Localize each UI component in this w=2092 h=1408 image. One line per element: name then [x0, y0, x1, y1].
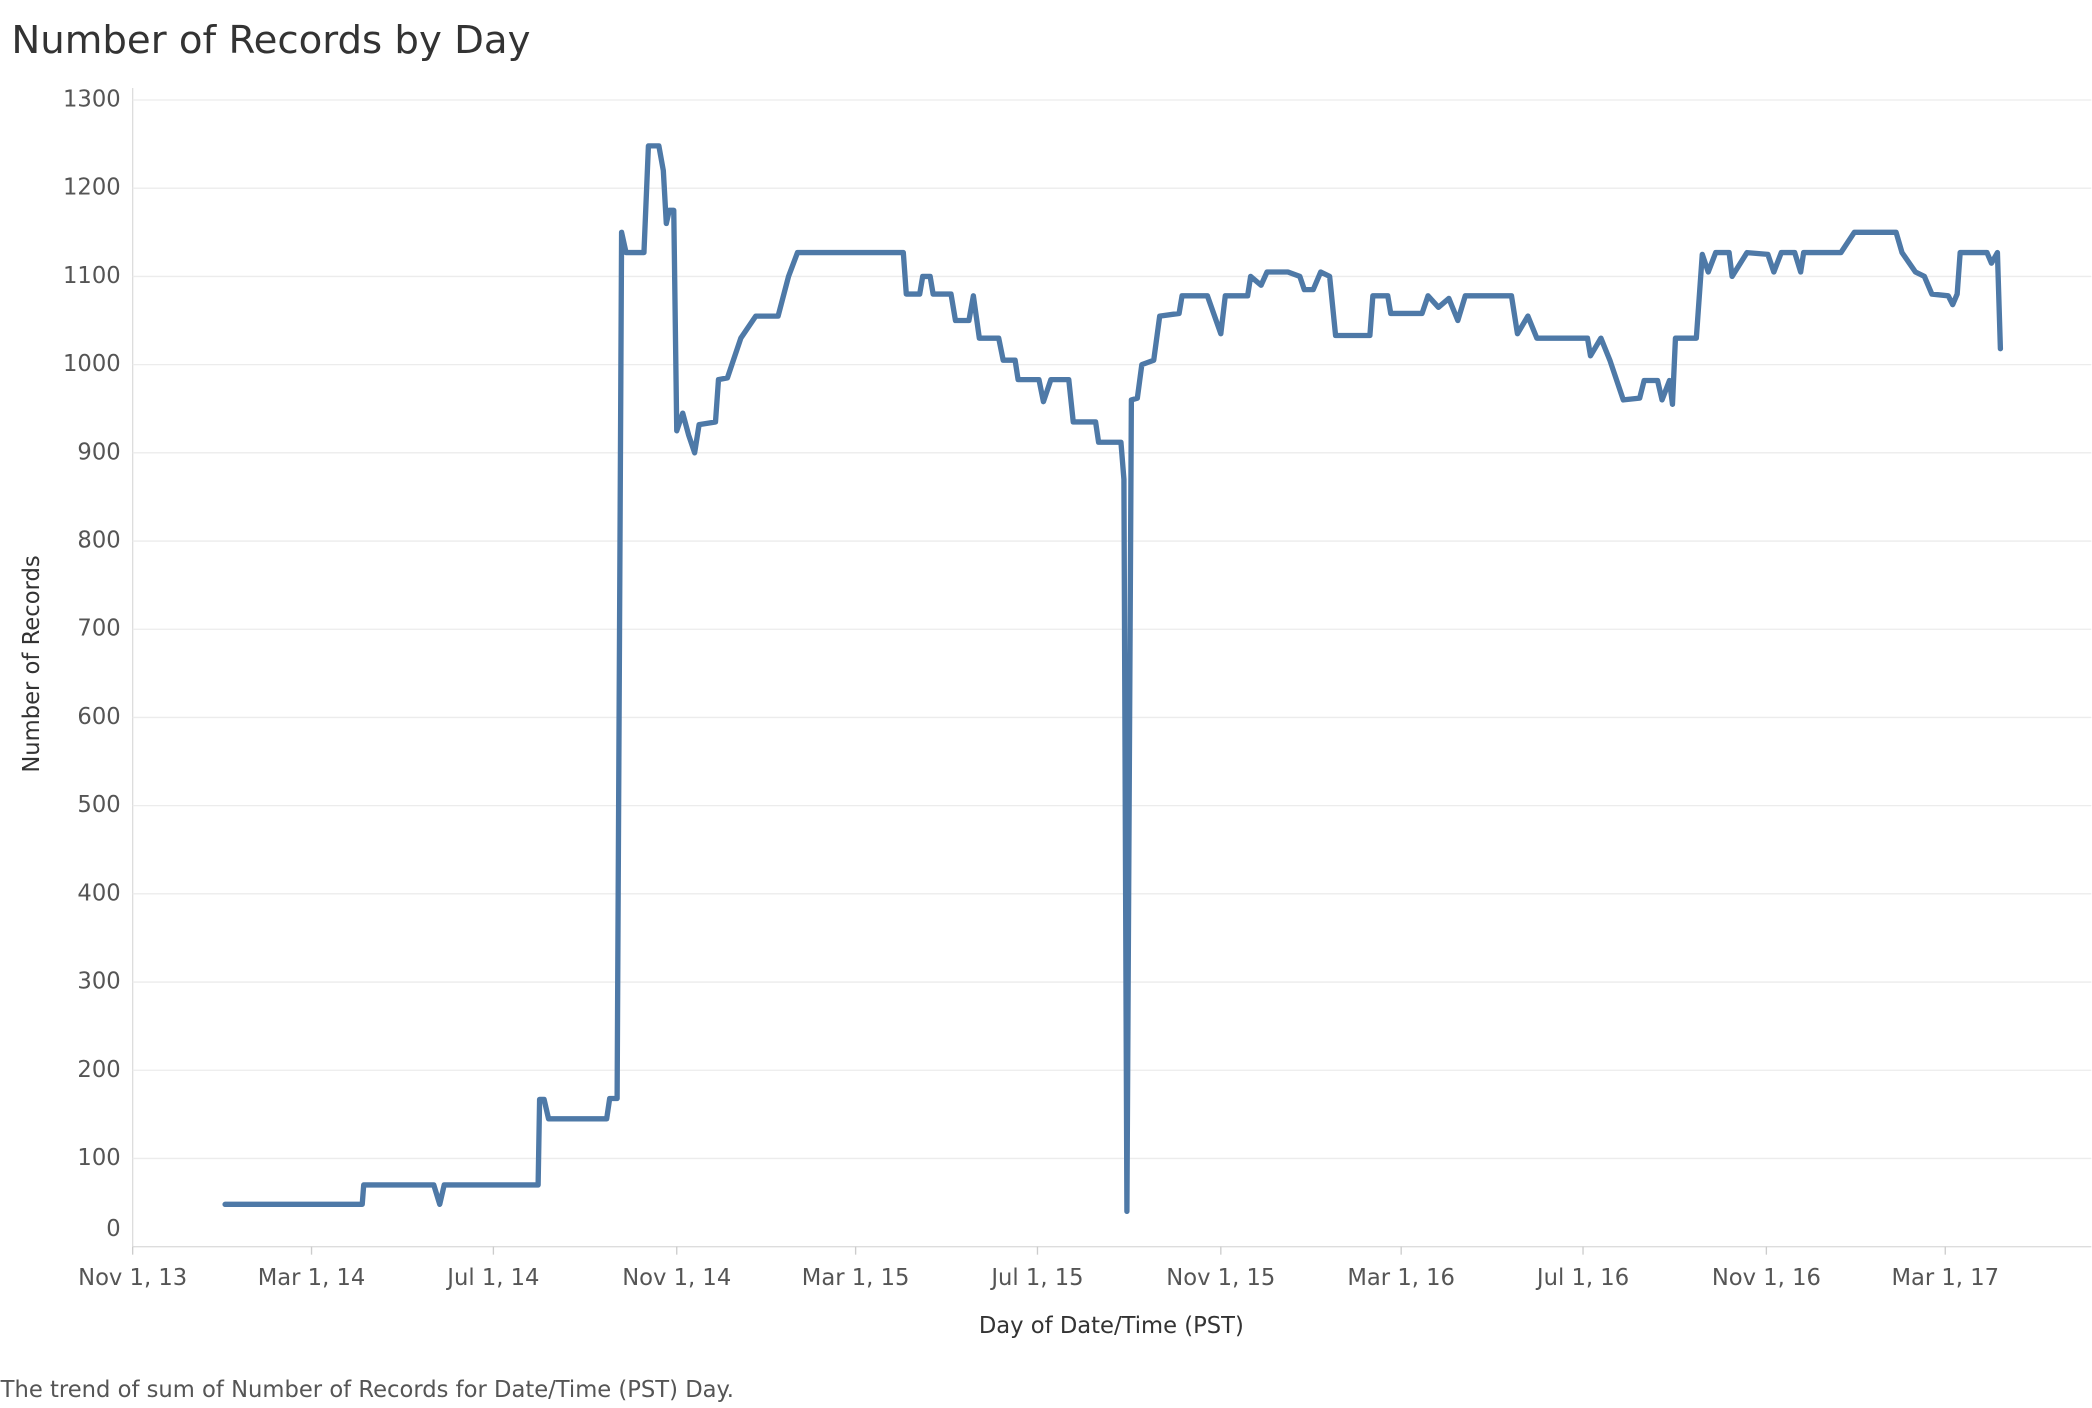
x-tick-label: Mar 1, 15	[802, 1265, 910, 1291]
y-tick-label: 1100	[63, 263, 121, 289]
data-line	[222, 143, 2004, 1215]
y-tick-label: 100	[77, 1145, 120, 1171]
y-tick-label: 200	[77, 1057, 120, 1083]
chart-title: Number of Records by Day	[11, 18, 530, 63]
x-axis-title: Day of Date/Time (PST)	[979, 1313, 1244, 1339]
y-tick-label: 1200	[63, 175, 121, 201]
y-axis-title: Number of Records	[19, 555, 45, 772]
y-tick-label: 400	[77, 880, 120, 906]
y-tick-label: 300	[77, 969, 120, 995]
y-tick-label: 0	[106, 1216, 120, 1242]
y-tick-label: 900	[77, 439, 120, 465]
x-tick-label: Mar 1, 14	[258, 1265, 366, 1291]
y-tick-label: 1300	[63, 87, 121, 113]
x-tick-label: Nov 1, 16	[1712, 1265, 1821, 1291]
x-tick-label: Nov 1, 14	[622, 1265, 731, 1291]
y-tick-label: 500	[77, 792, 120, 818]
x-tick-label: Jul 1, 14	[445, 1265, 539, 1291]
x-tick-label: Mar 1, 17	[1891, 1265, 1999, 1291]
x-tick-label: Mar 1, 16	[1347, 1265, 1455, 1291]
x-tick-label: Jul 1, 15	[989, 1265, 1083, 1291]
y-tick-label: 700	[77, 616, 120, 642]
y-tick-label: 600	[77, 704, 120, 730]
x-tick-label: Nov 1, 13	[78, 1265, 187, 1291]
y-tick-label: 1000	[63, 351, 121, 377]
x-tick-label: Jul 1, 16	[1535, 1265, 1629, 1291]
y-tick-label: 800	[77, 528, 120, 554]
caption: The trend of sum of Number of Records fo…	[0, 1377, 734, 1403]
x-tick-label: Nov 1, 15	[1166, 1265, 1275, 1291]
